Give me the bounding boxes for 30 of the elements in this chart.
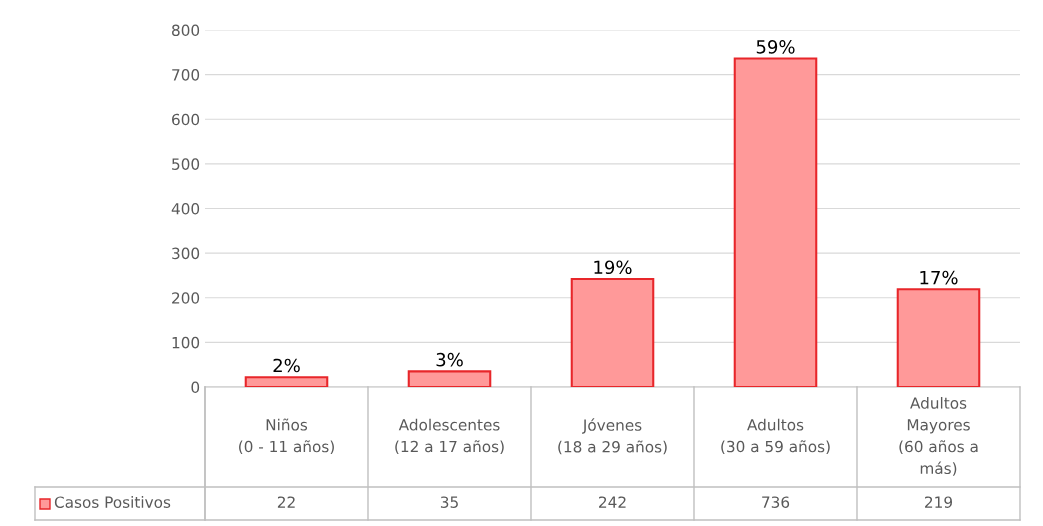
x-tick-label: Adultos (30 a 59 años) (721, 418, 830, 455)
y-tick-label: 300 (172, 247, 200, 260)
y-tick-label: 500 (172, 158, 200, 170)
bar (244, 376, 329, 387)
x-tick-label: Niños (0 - 11 años) (239, 418, 334, 455)
text: 59% (756, 40, 795, 54)
data-label: 22 (277, 496, 295, 508)
y-tick-label: 400 (171, 202, 200, 215)
x-tick-label: Adultos Mayores (60 años a más) (899, 396, 978, 476)
data-label: 35 (440, 496, 458, 508)
data-label: 219 (925, 496, 953, 508)
y-tick-label: 600 (172, 113, 200, 126)
y-tick-label: 100 (172, 336, 200, 349)
text: 3% (436, 352, 463, 367)
y-tick-label: 800 (172, 24, 200, 37)
bar (407, 370, 492, 387)
data-label: 736 (762, 496, 790, 508)
y-tick-label: 700 (172, 69, 200, 81)
bar (570, 277, 655, 387)
text: 19% (594, 260, 632, 275)
y-tick-label: 0 (191, 381, 200, 394)
x-tick-label: Adolescentes (12 a 17 años) (395, 418, 504, 455)
y-tick-label: 200 (172, 292, 200, 304)
x-tick-label: Jóvenes (18 a 29 años) (558, 418, 667, 455)
data-label: 242 (599, 496, 626, 508)
text: 17% (920, 270, 958, 285)
text: 2% (273, 358, 300, 373)
legend-label: Casos Positivos (54, 496, 171, 508)
bar (896, 288, 981, 387)
bar (733, 57, 818, 387)
